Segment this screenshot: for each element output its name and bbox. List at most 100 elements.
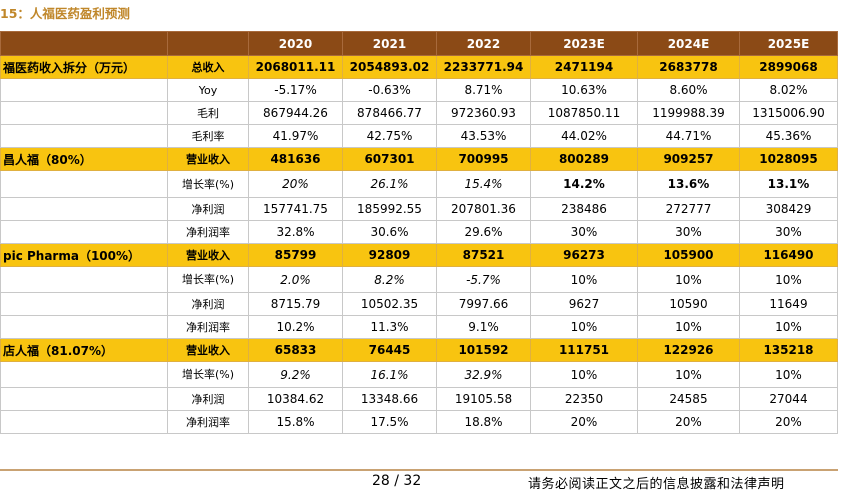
header-label-cell (0, 31, 168, 56)
value-cell: 272777 (637, 197, 740, 221)
metric-name: 毛利率 (167, 124, 249, 148)
year-header: 2025E (739, 31, 838, 56)
value-cell: -0.63% (342, 78, 437, 102)
value-cell: 19105.58 (436, 387, 531, 411)
metric-name: 净利润率 (167, 410, 249, 434)
row-label (0, 124, 168, 148)
value-cell: 11.3% (342, 315, 437, 339)
value-cell: 800289 (530, 147, 638, 171)
value-cell: 238486 (530, 197, 638, 221)
metric-name: 营业收入 (167, 243, 249, 267)
value-cell: 135218 (739, 338, 838, 362)
value-cell: 8.02% (739, 78, 838, 102)
value-cell: 44.02% (530, 124, 638, 148)
row-label (0, 410, 168, 434)
value-cell: 10384.62 (248, 387, 343, 411)
value-cell: 8.60% (637, 78, 740, 102)
table-row: 净利润 8715.79 10502.35 7997.66 9627 10590 11649 (0, 292, 838, 316)
value-cell: 18.8% (436, 410, 531, 434)
table-row: 增长率(%) 9.2% 16.1% 32.9% 10% 10% 10% (0, 361, 838, 388)
value-cell: 24585 (637, 387, 740, 411)
value-cell: 481636 (248, 147, 343, 171)
value-cell: 1028095 (739, 147, 838, 171)
value-cell: 76445 (342, 338, 437, 362)
value-cell: 878466.77 (342, 101, 437, 125)
value-cell: 10% (530, 266, 638, 293)
row-label (0, 170, 168, 198)
page-number: 28 / 32 (372, 473, 422, 489)
table-row: Yoy -5.17% -0.63% 8.71% 10.63% 8.60% 8.02% (0, 78, 838, 102)
metric-name: 净利润 (167, 387, 249, 411)
value-cell: 2.0% (248, 266, 343, 293)
value-cell: 13348.66 (342, 387, 437, 411)
header-key-cell (167, 31, 249, 56)
value-cell: 20% (530, 410, 638, 434)
value-cell: -5.7% (436, 266, 531, 293)
metric-name: 增长率(%) (167, 361, 249, 388)
value-cell: 10% (739, 361, 838, 388)
table-row: 增长率(%) 2.0% 8.2% -5.7% 10% 10% 10% (0, 266, 838, 293)
value-cell: 116490 (739, 243, 838, 267)
value-cell: 2899068 (739, 55, 838, 79)
metric-name: 净利润 (167, 292, 249, 316)
value-cell: 157741.75 (248, 197, 343, 221)
metric-name: 净利润 (167, 197, 249, 221)
value-cell: 11649 (739, 292, 838, 316)
value-cell: -5.17% (248, 78, 343, 102)
metric-name: 营业收入 (167, 147, 249, 171)
value-cell: 10590 (637, 292, 740, 316)
row-label (0, 78, 168, 102)
row-label: 店人福（81.07%） (0, 338, 168, 362)
value-cell: 1199988.39 (637, 101, 740, 125)
table-row: 净利润 157741.75 185992.55 207801.36 238486 2727… (0, 197, 838, 221)
row-label (0, 315, 168, 339)
value-cell: 8.71% (436, 78, 531, 102)
value-cell: 111751 (530, 338, 638, 362)
value-cell: 27044 (739, 387, 838, 411)
value-cell: 2054893.02 (342, 55, 437, 79)
value-cell: 10502.35 (342, 292, 437, 316)
table-row: 净利润率 15.8% 17.5% 18.8% 20% 20% 20% (0, 410, 838, 434)
value-cell: 13.1% (739, 170, 838, 198)
value-cell: 1315006.90 (739, 101, 838, 125)
value-cell: 8.2% (342, 266, 437, 293)
value-cell: 43.53% (436, 124, 531, 148)
table-row: 福医药收入拆分（万元） 总收入 2068011.11 2054893.02 223377… (0, 55, 838, 79)
row-label (0, 361, 168, 388)
value-cell: 16.1% (342, 361, 437, 388)
table-row: 净利润 10384.62 13348.66 19105.58 22350 24585 270… (0, 387, 838, 411)
value-cell: 13.6% (637, 170, 740, 198)
metric-name: 增长率(%) (167, 266, 249, 293)
table-row: 毛利 867944.26 878466.77 972360.93 1087850.11 1… (0, 101, 838, 125)
value-cell: 185992.55 (342, 197, 437, 221)
metric-name: 净利润率 (167, 315, 249, 339)
row-label (0, 387, 168, 411)
value-cell: 22350 (530, 387, 638, 411)
value-cell: 8715.79 (248, 292, 343, 316)
value-cell: 20% (739, 410, 838, 434)
value-cell: 14.2% (530, 170, 638, 198)
value-cell: 7997.66 (436, 292, 531, 316)
value-cell: 10% (739, 266, 838, 293)
value-cell: 2683778 (637, 55, 740, 79)
value-cell: 32.8% (248, 220, 343, 244)
value-cell: 101592 (436, 338, 531, 362)
row-label (0, 266, 168, 293)
value-cell: 10% (637, 315, 740, 339)
value-cell: 15.4% (436, 170, 531, 198)
year-header: 2023E (530, 31, 638, 56)
value-cell: 2233771.94 (436, 55, 531, 79)
profit-forecast-table: 2020 2021 2022 2023E 2024E 2025E 福医药收入拆分（万元） 总收… (0, 31, 838, 434)
value-cell: 15.8% (248, 410, 343, 434)
value-cell: 44.71% (637, 124, 740, 148)
year-header: 2024E (637, 31, 740, 56)
value-cell: 122926 (637, 338, 740, 362)
header-row: 2020 2021 2022 2023E 2024E 2025E (0, 31, 838, 56)
value-cell: 20% (637, 410, 740, 434)
table-title: 15：人福医药盈利预测 (0, 6, 130, 21)
value-cell: 9.2% (248, 361, 343, 388)
value-cell: 92809 (342, 243, 437, 267)
value-cell: 30% (739, 220, 838, 244)
row-label (0, 220, 168, 244)
row-label (0, 292, 168, 316)
